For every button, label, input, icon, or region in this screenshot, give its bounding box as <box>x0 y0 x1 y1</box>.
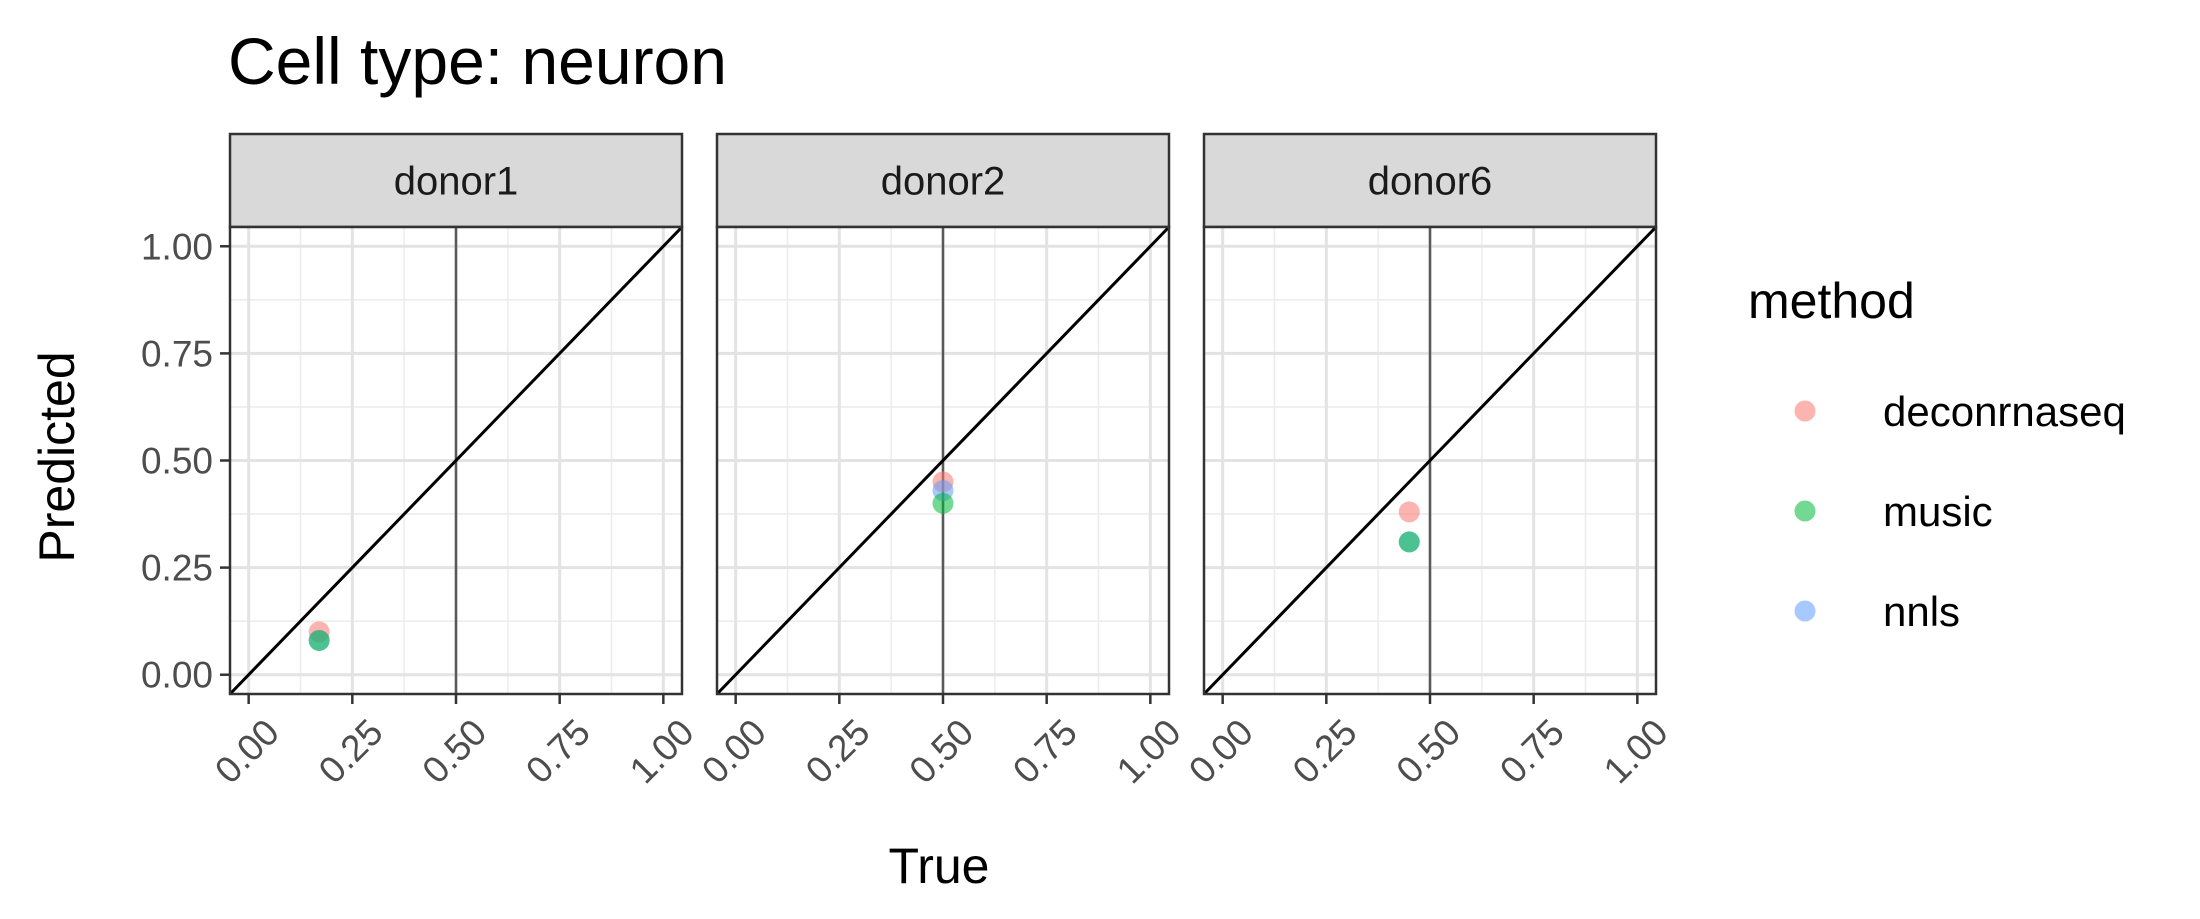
legend-label-nnls: nnls <box>1883 588 1960 635</box>
x-tick-label: 1.00 <box>1596 711 1676 791</box>
legend-key-deconrnaseq <box>1794 400 1816 422</box>
point-music <box>308 629 330 651</box>
facet-strip <box>228 132 684 229</box>
x-tick-label: 0.00 <box>1181 711 1261 791</box>
identity-line <box>717 227 1169 694</box>
x-axis-title: True <box>889 838 990 894</box>
x-tick-label: 0.25 <box>311 711 391 791</box>
x-tick-label: 1.00 <box>622 711 702 791</box>
y-tick-label: 0.25 <box>141 548 213 589</box>
legend-title: method <box>1748 273 1915 329</box>
legend-items: deconrnaseq music nnls <box>1794 388 2126 635</box>
x-tick-label: 0.75 <box>1492 711 1572 791</box>
legend-label-deconrnaseq: deconrnaseq <box>1883 388 2126 435</box>
facet-strip-label: donor6 <box>1368 160 1493 204</box>
legend-key-nnls <box>1794 600 1816 622</box>
plot-title: Cell type: neuron <box>228 24 727 98</box>
x-tick-label: 0.50 <box>1388 711 1468 791</box>
y-tick-label: 0.50 <box>141 441 213 482</box>
y-tick-label: 0.00 <box>141 655 213 696</box>
point-music <box>932 492 954 514</box>
facet-strip <box>715 132 1171 229</box>
identity-line <box>1204 227 1656 694</box>
legend-label-music: music <box>1883 488 1993 535</box>
x-tick-label: 0.75 <box>1005 711 1085 791</box>
x-tick-label: 1.00 <box>1109 711 1189 791</box>
facet-strip-label: donor1 <box>394 160 519 204</box>
legend: method deconrnaseq music nnls <box>1748 273 2126 635</box>
x-tick-label: 0.75 <box>518 711 598 791</box>
identity-line <box>230 227 682 694</box>
y-tick-label: 1.00 <box>141 226 213 267</box>
facet-panel-donor6: donor6 0.00 0.25 0.50 0.75 1.00 <box>1181 132 1676 791</box>
legend-key-music <box>1794 500 1816 522</box>
facet-strip <box>1202 132 1658 229</box>
point-music <box>1398 531 1420 553</box>
facet-strip-label: donor2 <box>881 160 1006 204</box>
facet-panel-donor1: donor1 0.00 0.25 0.50 0.75 1.00 0.00 0.25 0.50 0.… <box>141 132 702 791</box>
x-tick-label: 0.00 <box>694 711 774 791</box>
x-tick-label: 0.25 <box>1285 711 1365 791</box>
y-axis-title: Predicted <box>29 351 85 562</box>
y-tick-label: 0.75 <box>141 333 213 374</box>
x-tick-label: 0.50 <box>901 711 981 791</box>
facet-panel-donor2: donor2 0.00 0.25 0.50 0.75 1.00 <box>694 132 1189 791</box>
x-tick-label: 0.00 <box>207 711 287 791</box>
x-tick-label: 0.50 <box>414 711 494 791</box>
x-tick-label: 0.25 <box>798 711 878 791</box>
point-deconrnaseq <box>1398 501 1420 523</box>
